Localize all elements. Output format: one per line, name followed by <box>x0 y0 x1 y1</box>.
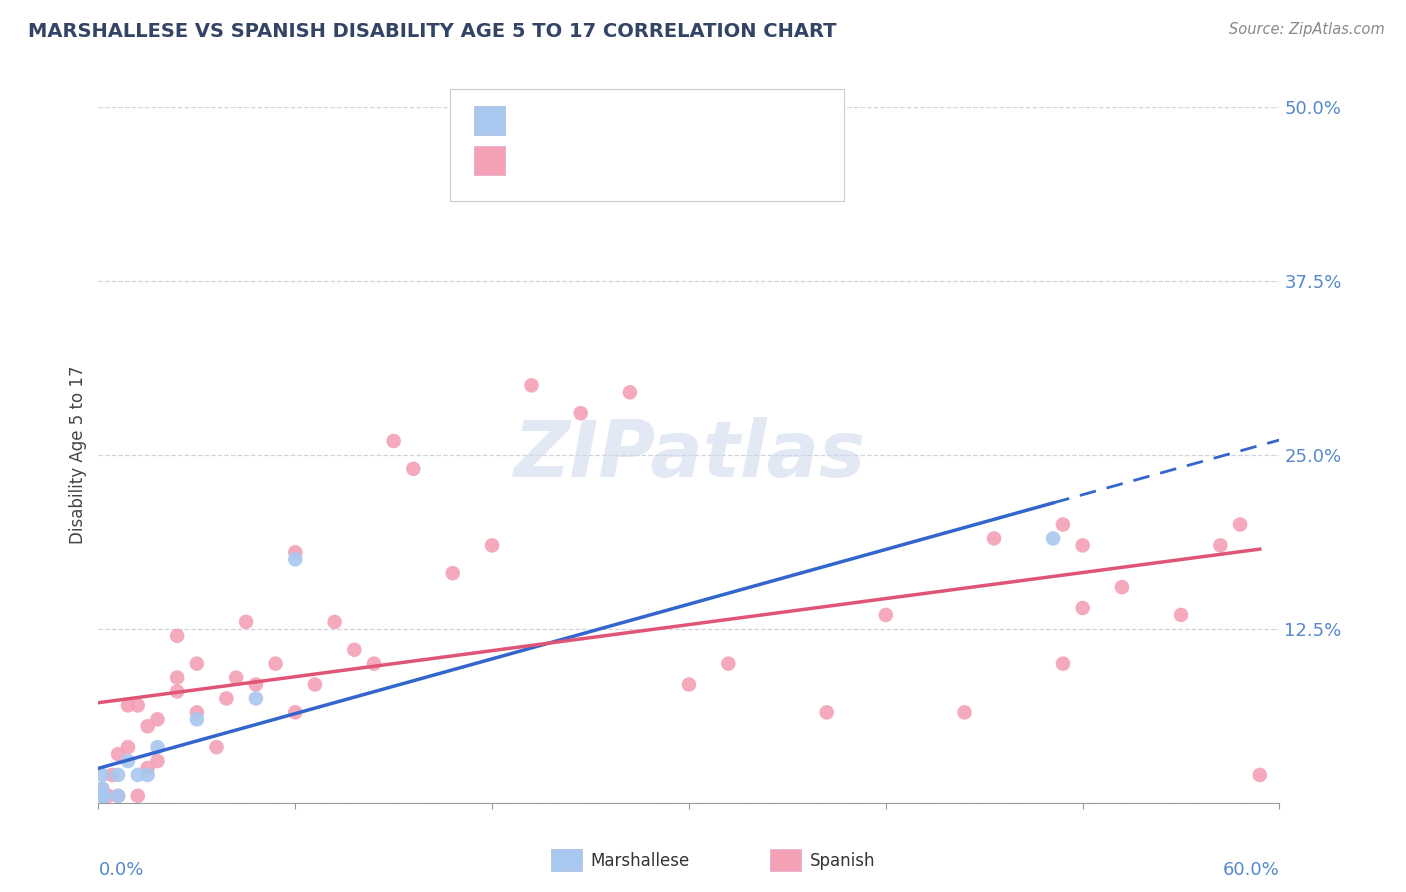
Point <box>225 671 247 685</box>
Point <box>245 691 267 706</box>
Point <box>363 657 385 671</box>
Point <box>136 719 159 733</box>
Point <box>186 706 208 720</box>
Point <box>93 789 115 803</box>
Point <box>107 747 129 761</box>
Point <box>1229 517 1251 532</box>
Point <box>284 706 307 720</box>
Point <box>166 671 188 685</box>
Point <box>1042 532 1064 546</box>
Point <box>481 538 503 552</box>
Point <box>107 789 129 803</box>
Point <box>1071 601 1094 615</box>
Point <box>117 698 139 713</box>
Point <box>245 677 267 691</box>
Point <box>382 434 405 448</box>
Point <box>91 781 114 796</box>
Point <box>146 712 169 726</box>
Point <box>186 657 208 671</box>
Point <box>235 615 257 629</box>
Point <box>1209 538 1232 552</box>
Point <box>983 532 1005 546</box>
Point <box>91 789 114 803</box>
Point <box>136 768 159 782</box>
Point <box>1052 517 1074 532</box>
Point <box>127 698 149 713</box>
Point <box>127 789 149 803</box>
Point <box>1249 768 1271 782</box>
Point <box>166 629 188 643</box>
Text: 0.0%: 0.0% <box>98 862 143 880</box>
Point <box>117 754 139 768</box>
Text: Spanish: Spanish <box>810 852 876 870</box>
Point <box>91 789 114 803</box>
Text: R =  0.858: R = 0.858 <box>516 111 620 130</box>
Point <box>1111 580 1133 594</box>
Point <box>186 712 208 726</box>
Point <box>205 740 228 755</box>
Point <box>717 657 740 671</box>
Text: MARSHALLESE VS SPANISH DISABILITY AGE 5 TO 17 CORRELATION CHART: MARSHALLESE VS SPANISH DISABILITY AGE 5 … <box>28 22 837 41</box>
Point <box>136 761 159 775</box>
Point <box>284 545 307 559</box>
Point <box>215 691 238 706</box>
Text: R =  0.186: R = 0.186 <box>516 151 620 170</box>
Point <box>520 378 543 392</box>
Text: 60.0%: 60.0% <box>1223 862 1279 880</box>
Text: N = 14: N = 14 <box>689 111 758 130</box>
Point <box>304 677 326 691</box>
Point <box>815 706 838 720</box>
Point <box>953 706 976 720</box>
Text: Source: ZipAtlas.com: Source: ZipAtlas.com <box>1229 22 1385 37</box>
Text: Marshallese: Marshallese <box>591 852 690 870</box>
Point <box>284 552 307 566</box>
Point <box>166 684 188 698</box>
Point <box>91 768 114 782</box>
Y-axis label: Disability Age 5 to 17: Disability Age 5 to 17 <box>69 366 87 544</box>
Point <box>127 768 149 782</box>
Point <box>1071 538 1094 552</box>
Point <box>402 462 425 476</box>
Point <box>343 642 366 657</box>
Point <box>93 789 115 803</box>
Point <box>678 677 700 691</box>
Point <box>107 768 129 782</box>
Point <box>441 566 464 581</box>
Point <box>323 615 346 629</box>
Point <box>97 789 120 803</box>
Text: N = 54: N = 54 <box>689 151 758 170</box>
Point <box>1052 657 1074 671</box>
Point <box>875 607 897 622</box>
Point <box>146 754 169 768</box>
Point <box>117 740 139 755</box>
Text: ZIPatlas: ZIPatlas <box>513 417 865 493</box>
Point <box>1170 607 1192 622</box>
Point <box>146 740 169 755</box>
Point <box>619 385 641 400</box>
Point <box>91 781 114 796</box>
Point <box>107 789 129 803</box>
Point <box>101 768 124 782</box>
Point <box>264 657 287 671</box>
Point <box>569 406 592 420</box>
